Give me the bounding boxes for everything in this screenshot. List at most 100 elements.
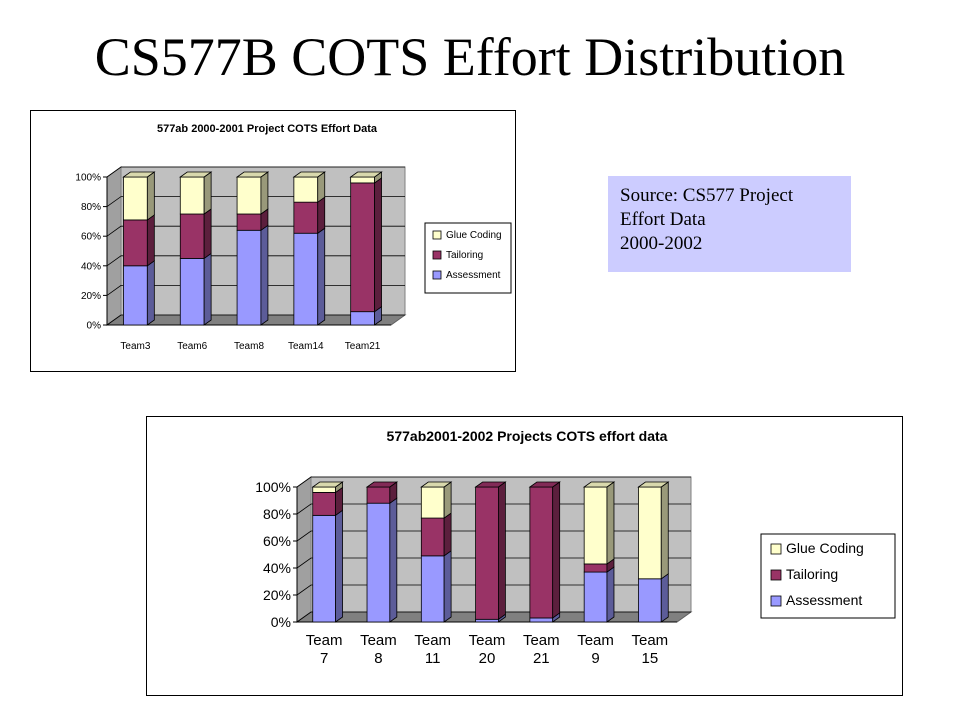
y-tick-label: 40% — [81, 261, 101, 272]
gridline — [296, 530, 691, 542]
bar-segment-assessment — [350, 311, 375, 326]
gridline — [296, 584, 691, 596]
x-tick-label: Team — [414, 632, 451, 649]
x-tick-label: 20 — [479, 650, 496, 667]
bar-top — [122, 171, 156, 178]
legend-label: Tailoring — [446, 250, 483, 261]
legend-swatch — [432, 230, 442, 240]
legend-swatch — [770, 569, 782, 581]
x-tick-label: Team3 — [120, 341, 150, 352]
chart-side-wall — [106, 166, 122, 326]
bar-top — [420, 481, 453, 488]
bar-side-assessment — [606, 566, 615, 623]
y-tick-label: 0% — [87, 321, 102, 332]
bar-segment-glue-coding — [350, 176, 375, 184]
source-line-3: 2000-2002 — [620, 233, 703, 254]
chart-2000-2001: 577ab 2000-2001 Project COTS Effort Data… — [30, 110, 516, 372]
bar-segment-tailoring — [583, 563, 608, 573]
x-tick-label: 11 — [425, 650, 441, 667]
x-tick-label: 8 — [374, 650, 382, 667]
bar-segment-assessment — [179, 257, 205, 326]
bar-segment-tailoring — [475, 486, 499, 620]
bar-side-tailoring — [374, 177, 382, 313]
chart-2001-2002: 577ab2001-2002 Projects COTS effort data… — [146, 416, 903, 696]
bar-side-tailoring — [203, 208, 212, 260]
gridline — [106, 166, 405, 178]
bar-segment-glue-coding — [236, 176, 262, 215]
bar-top — [311, 481, 344, 488]
bar-side-tailoring — [552, 481, 561, 619]
legend-swatch — [432, 270, 442, 280]
bar-side-assessment — [146, 260, 155, 326]
y-tick-label: 20% — [81, 291, 101, 302]
bar-top — [179, 171, 213, 178]
bar-segment-assessment — [420, 555, 445, 623]
bar-top — [582, 481, 616, 488]
bar-side-assessment — [335, 509, 343, 623]
bar-side-assessment — [203, 252, 212, 326]
x-tick-label: 7 — [320, 650, 328, 667]
x-tick-label: Team — [577, 632, 614, 649]
y-tick-label: 80% — [263, 506, 291, 522]
bar-top — [474, 481, 507, 488]
source-line-1: Source: CS577 Project — [620, 185, 794, 206]
legend-label: Glue Coding — [786, 540, 864, 556]
gridline — [296, 476, 691, 488]
bar-segment-assessment — [366, 502, 391, 623]
bar-side-tailoring — [317, 196, 326, 235]
gridline — [296, 557, 691, 569]
x-tick-label: Team6 — [177, 341, 207, 352]
bar-segment-assessment — [638, 578, 662, 623]
x-tick-label: 15 — [642, 650, 659, 667]
legend-label: Assessment — [446, 270, 501, 281]
x-tick-label: Team — [360, 632, 397, 649]
bar-top — [528, 481, 561, 488]
legend-swatch — [432, 250, 442, 260]
bar-segment-assessment — [293, 232, 319, 326]
bar-side-assessment — [317, 227, 326, 326]
bar-top — [235, 171, 270, 178]
x-tick-label: Team — [632, 632, 669, 649]
bar-top — [292, 171, 326, 178]
chart-2000-2001-svg: 577ab 2000-2001 Project COTS Effort Data… — [75, 123, 512, 352]
bar-segment-assessment — [312, 514, 336, 623]
source-line-2: Effort Data — [620, 209, 706, 230]
bar-segment-tailoring — [179, 213, 205, 259]
bar-side-glue-coding — [606, 481, 615, 565]
bar-segment-assessment — [529, 617, 554, 623]
chart-title: 577ab2001-2002 Projects COTS effort data — [387, 428, 668, 444]
chart-title: 577ab 2000-2001 Project COTS Effort Data — [157, 123, 378, 135]
bar-segment-glue-coding — [638, 486, 662, 580]
bar-side-glue-coding — [203, 171, 212, 215]
bar-segment-tailoring — [350, 182, 375, 313]
chart-2001-2002-svg: 577ab2001-2002 Projects COTS effort data… — [255, 428, 896, 667]
bar-segment-tailoring — [236, 213, 262, 231]
bar-side-tailoring — [497, 481, 506, 621]
legend-box — [760, 533, 896, 619]
x-tick-label: Team21 — [345, 341, 381, 352]
bar-top — [365, 481, 399, 488]
x-tick-label: Team — [306, 632, 343, 649]
bar-segment-tailoring — [123, 219, 148, 267]
bar-segment-glue-coding — [293, 176, 319, 203]
bar-side-assessment — [660, 573, 669, 623]
x-tick-label: Team — [469, 632, 506, 649]
slide-title: CS577B COTS Effort Distribution — [94, 27, 846, 87]
chart-side-wall — [296, 476, 312, 623]
bar-segment-tailoring — [529, 486, 554, 619]
bar-segment-tailoring — [293, 201, 319, 234]
y-tick-label: 40% — [263, 560, 291, 576]
x-tick-label: 9 — [591, 650, 599, 667]
y-tick-label: 100% — [75, 173, 101, 184]
legend-label: Tailoring — [786, 566, 838, 582]
bar-segment-assessment — [583, 571, 608, 623]
legend-label: Assessment — [786, 592, 862, 608]
legend-swatch — [770, 595, 782, 607]
gridline — [296, 503, 691, 515]
x-tick-label: Team14 — [288, 341, 324, 352]
bar-side-assessment — [389, 497, 398, 623]
gridline — [296, 611, 691, 623]
y-tick-label: 60% — [81, 232, 101, 243]
bar-side-glue-coding — [443, 481, 452, 519]
bar-segment-glue-coding — [420, 486, 445, 519]
